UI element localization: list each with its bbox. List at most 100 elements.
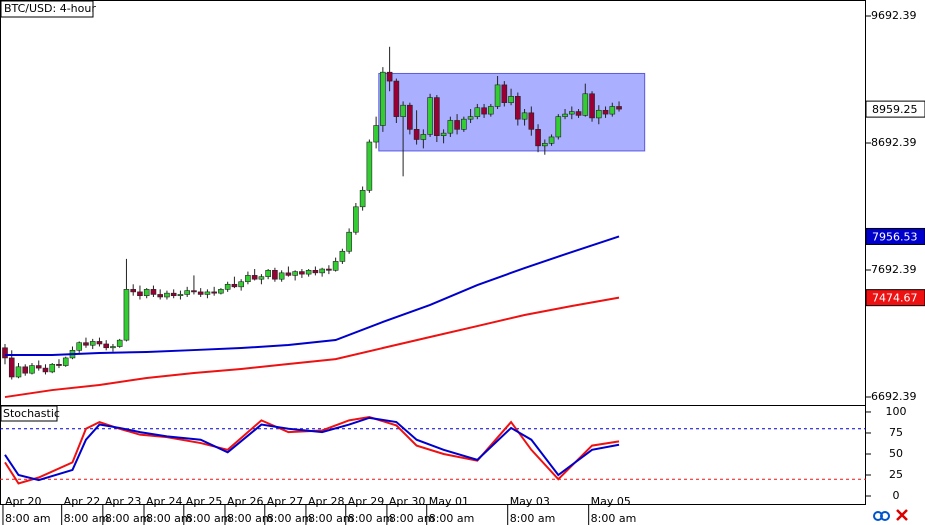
x-tick-label: Apr 24: [146, 495, 183, 508]
candle-body: [521, 112, 528, 120]
candle-body: [346, 231, 352, 252]
x-tick-time: 8:00 am: [5, 512, 51, 525]
line: [4, 415, 620, 485]
candle-body: [184, 290, 190, 295]
x-tick-label: May 05: [591, 495, 631, 508]
x-tick-label: May 03: [510, 495, 550, 508]
candle-body: [326, 268, 332, 271]
candle-body: [164, 292, 170, 298]
candle-body: [312, 270, 319, 274]
candle-body: [238, 281, 244, 288]
candle-body: [569, 111, 575, 115]
candle-body: [116, 339, 123, 347]
link-icon[interactable]: [880, 511, 890, 521]
candle-body: [29, 365, 35, 374]
candle-body: [488, 106, 494, 115]
x-tick-label: Apr 28: [308, 495, 345, 508]
candle-body: [339, 250, 346, 262]
candle-body: [353, 206, 359, 233]
x-tick-label: Apr 20: [5, 495, 42, 508]
candle-body: [562, 113, 568, 117]
price-badge-label: 7956.53: [872, 230, 918, 243]
candle-body: [474, 107, 481, 117]
candle-body: [548, 136, 555, 144]
x-tick-time: 8:00 am: [308, 512, 354, 525]
candle-body: [130, 289, 136, 293]
candle-body: [373, 125, 379, 143]
chart-title: BTC/USD: 4-hour: [4, 2, 96, 15]
candle-body: [616, 106, 622, 110]
candle-body: [494, 84, 501, 107]
candle-body: [407, 104, 413, 130]
y-tick-label: 100: [886, 405, 907, 418]
x-tick-label: Apr 26: [227, 495, 264, 508]
candle-body: [332, 261, 339, 271]
candle-body: [42, 367, 49, 373]
candle-body: [508, 96, 514, 103]
candle-body: [177, 294, 184, 297]
candle-body: [278, 272, 285, 280]
candle-body: [2, 347, 8, 359]
candle-body: [170, 292, 177, 297]
x-tick-time: 8:00 am: [510, 512, 556, 525]
candle-body: [56, 363, 62, 366]
price-badge: [865, 289, 925, 307]
x-tick-label: Apr 27: [267, 495, 304, 508]
line: [4, 296, 620, 399]
candle-body: [555, 116, 562, 138]
x-tick-time: 8:00 am: [146, 512, 192, 525]
candle-body: [110, 346, 116, 349]
candle-body: [420, 134, 427, 140]
x-tick-time: 8:00 am: [429, 512, 475, 525]
x-tick-label: May 01: [429, 495, 469, 508]
x-tick-label: Apr 23: [105, 495, 142, 508]
x-tick-time: 8:00 am: [186, 512, 232, 525]
candle-body: [218, 289, 224, 294]
candle-body: [575, 111, 582, 116]
candle-body: [434, 97, 440, 136]
price-badge: [865, 227, 925, 245]
candle-body: [292, 271, 298, 276]
y-tick-label: 25: [889, 468, 903, 481]
candle-body: [366, 141, 373, 191]
candle-body: [440, 132, 447, 136]
candle-body: [157, 294, 163, 298]
candle-body: [62, 357, 69, 366]
candle-body: [272, 270, 278, 280]
candle-body: [454, 120, 460, 130]
candle-body: [393, 80, 400, 117]
candle-body: [258, 276, 265, 280]
x-tick-time: 8:00 am: [591, 512, 637, 525]
candle-body: [96, 341, 103, 345]
candle-body: [137, 291, 143, 297]
candle-body: [305, 270, 312, 275]
candle-body: [501, 84, 508, 103]
candle-body: [447, 120, 454, 134]
candle-body: [83, 342, 89, 346]
candle-body: [143, 289, 150, 297]
x-tick-label: Apr 25: [186, 495, 223, 508]
candle-body: [609, 106, 616, 115]
price-badge: [865, 100, 925, 118]
candle-body: [191, 290, 197, 293]
y-tick-label: 0: [893, 489, 900, 502]
price-badge-label: 8959.25: [872, 103, 918, 116]
candle-body: [535, 129, 541, 147]
candle-body: [542, 143, 548, 147]
candle-body: [285, 272, 292, 276]
candle-body: [211, 291, 217, 294]
candle-body: [224, 283, 231, 290]
close-icon[interactable]: [896, 509, 908, 521]
line: [4, 235, 620, 357]
y-tick-label: 7692.39: [871, 263, 917, 276]
candle-body: [8, 357, 15, 378]
x-tick-label: Apr 22: [64, 495, 101, 508]
candle-body: [413, 129, 420, 140]
y-tick-label: 6692.39: [871, 390, 917, 403]
candle-body: [35, 365, 42, 369]
candle-body: [76, 342, 83, 351]
candle-body: [386, 71, 393, 82]
candle-body: [197, 291, 204, 295]
toolbar-icons[interactable]: [873, 509, 908, 521]
